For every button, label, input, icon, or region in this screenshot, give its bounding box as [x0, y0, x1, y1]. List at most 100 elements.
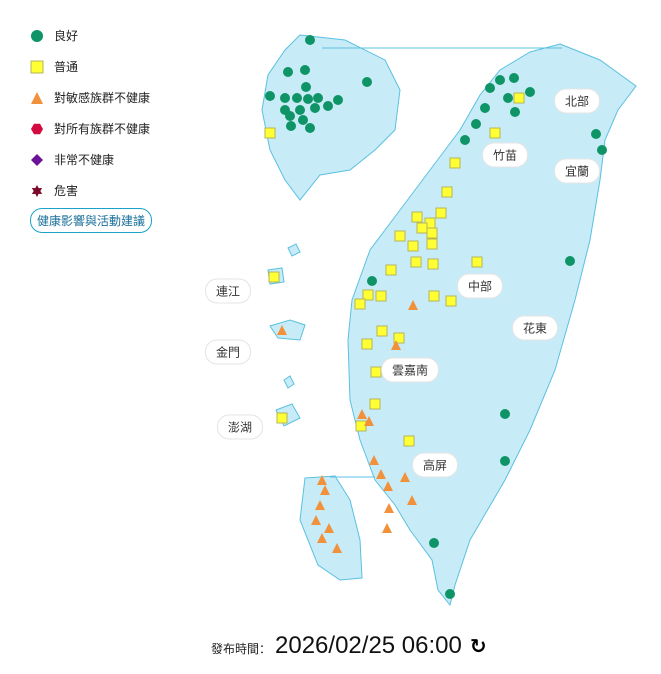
station-marker-circle[interactable]	[471, 119, 481, 129]
station-marker-triangle[interactable]	[364, 416, 374, 426]
station-marker-square[interactable]	[403, 435, 415, 447]
station-marker-circle[interactable]	[292, 93, 302, 103]
station-marker-square[interactable]	[354, 298, 366, 310]
station-marker-circle[interactable]	[429, 538, 439, 548]
station-marker-circle[interactable]	[333, 95, 343, 105]
station-marker-circle[interactable]	[310, 103, 320, 113]
station-marker-triangle[interactable]	[376, 469, 386, 479]
region-label[interactable]: 澎湖	[216, 414, 264, 440]
station-marker-triangle[interactable]	[384, 503, 394, 513]
station-marker-square[interactable]	[393, 332, 405, 344]
station-marker-circle[interactable]	[283, 67, 293, 77]
station-marker-circle[interactable]	[305, 123, 315, 133]
region-label[interactable]: 中部	[456, 273, 504, 299]
station-marker-square[interactable]	[427, 258, 439, 270]
square-icon	[30, 60, 44, 73]
station-marker-triangle[interactable]	[382, 523, 392, 533]
station-marker-triangle[interactable]	[317, 533, 327, 543]
station-marker-square[interactable]	[435, 207, 447, 219]
station-marker-square[interactable]	[445, 295, 457, 307]
station-marker-triangle[interactable]	[324, 523, 334, 533]
station-marker-circle[interactable]	[510, 107, 520, 117]
station-marker-circle[interactable]	[367, 276, 377, 286]
region-label[interactable]: 竹苗	[481, 142, 529, 168]
region-label[interactable]: 宜蘭	[553, 158, 601, 184]
station-marker-square[interactable]	[264, 127, 276, 139]
station-marker-square[interactable]	[369, 398, 381, 410]
station-marker-square[interactable]	[416, 222, 428, 234]
region-label[interactable]: 金門	[204, 339, 252, 365]
station-marker-triangle[interactable]	[407, 495, 417, 505]
station-marker-circle[interactable]	[285, 111, 295, 121]
station-marker-square[interactable]	[411, 211, 423, 223]
station-marker-square[interactable]	[441, 186, 453, 198]
station-marker-triangle[interactable]	[369, 455, 379, 465]
station-marker-circle[interactable]	[280, 93, 290, 103]
station-marker-circle[interactable]	[286, 121, 296, 131]
station-marker-circle[interactable]	[295, 105, 305, 115]
station-marker-circle[interactable]	[445, 589, 455, 599]
station-marker-square[interactable]	[362, 289, 374, 301]
station-marker-square[interactable]	[385, 264, 397, 276]
station-marker-triangle[interactable]	[400, 472, 410, 482]
station-marker-square[interactable]	[513, 92, 525, 104]
station-marker-triangle[interactable]	[357, 409, 367, 419]
station-marker-circle[interactable]	[303, 94, 313, 104]
station-marker-square[interactable]	[449, 157, 461, 169]
station-marker-circle[interactable]	[597, 145, 607, 155]
station-marker-circle[interactable]	[362, 77, 372, 87]
station-marker-square[interactable]	[407, 240, 419, 252]
station-marker-circle[interactable]	[500, 456, 510, 466]
station-marker-square[interactable]	[394, 230, 406, 242]
station-marker-triangle[interactable]	[315, 500, 325, 510]
station-marker-square[interactable]	[426, 238, 438, 250]
station-marker-square[interactable]	[268, 271, 280, 283]
station-marker-square[interactable]	[489, 127, 501, 139]
region-label[interactable]: 高屏	[411, 452, 459, 478]
station-marker-circle[interactable]	[298, 115, 308, 125]
station-marker-triangle[interactable]	[317, 475, 327, 485]
region-label[interactable]: 連江	[204, 278, 252, 304]
station-marker-square[interactable]	[410, 256, 422, 268]
station-marker-circle[interactable]	[265, 91, 275, 101]
star-icon	[31, 184, 43, 197]
circle-icon	[31, 29, 43, 42]
station-marker-triangle[interactable]	[408, 300, 418, 310]
station-marker-circle[interactable]	[509, 73, 519, 83]
station-marker-circle[interactable]	[485, 83, 495, 93]
station-marker-circle[interactable]	[300, 65, 310, 75]
station-marker-square[interactable]	[361, 338, 373, 350]
station-marker-triangle[interactable]	[320, 485, 330, 495]
legend-label: 非常不健康	[54, 153, 115, 167]
station-marker-circle[interactable]	[495, 75, 505, 85]
health-advice-button[interactable]: 健康影響與活動建議	[30, 208, 153, 233]
region-label[interactable]: 北部	[553, 88, 601, 114]
station-marker-triangle[interactable]	[277, 325, 287, 335]
station-marker-circle[interactable]	[591, 129, 601, 139]
station-marker-square[interactable]	[471, 256, 483, 268]
region-label[interactable]: 花東	[511, 315, 559, 341]
station-marker-triangle[interactable]	[332, 543, 342, 553]
station-marker-circle[interactable]	[525, 87, 535, 97]
region-label[interactable]: 雲嘉南	[380, 357, 440, 383]
station-marker-circle[interactable]	[323, 101, 333, 111]
station-marker-circle[interactable]	[500, 409, 510, 419]
station-marker-circle[interactable]	[565, 256, 575, 266]
station-marker-circle[interactable]	[313, 93, 323, 103]
refresh-icon[interactable]: ↻	[469, 634, 487, 658]
station-marker-square[interactable]	[428, 290, 440, 302]
station-marker-square[interactable]	[376, 325, 388, 337]
station-marker-square[interactable]	[426, 227, 438, 239]
station-marker-triangle[interactable]	[383, 481, 393, 491]
station-marker-circle[interactable]	[301, 82, 311, 92]
station-marker-circle[interactable]	[503, 93, 513, 103]
legend-item-circle: 良好	[30, 20, 152, 51]
station-marker-circle[interactable]	[460, 135, 470, 145]
station-marker-square[interactable]	[276, 412, 288, 424]
station-marker-circle[interactable]	[305, 35, 315, 45]
station-marker-square[interactable]	[370, 366, 382, 378]
station-marker-triangle[interactable]	[391, 340, 401, 350]
station-marker-circle[interactable]	[480, 103, 490, 113]
station-marker-square[interactable]	[375, 290, 387, 302]
station-marker-triangle[interactable]	[311, 515, 321, 525]
